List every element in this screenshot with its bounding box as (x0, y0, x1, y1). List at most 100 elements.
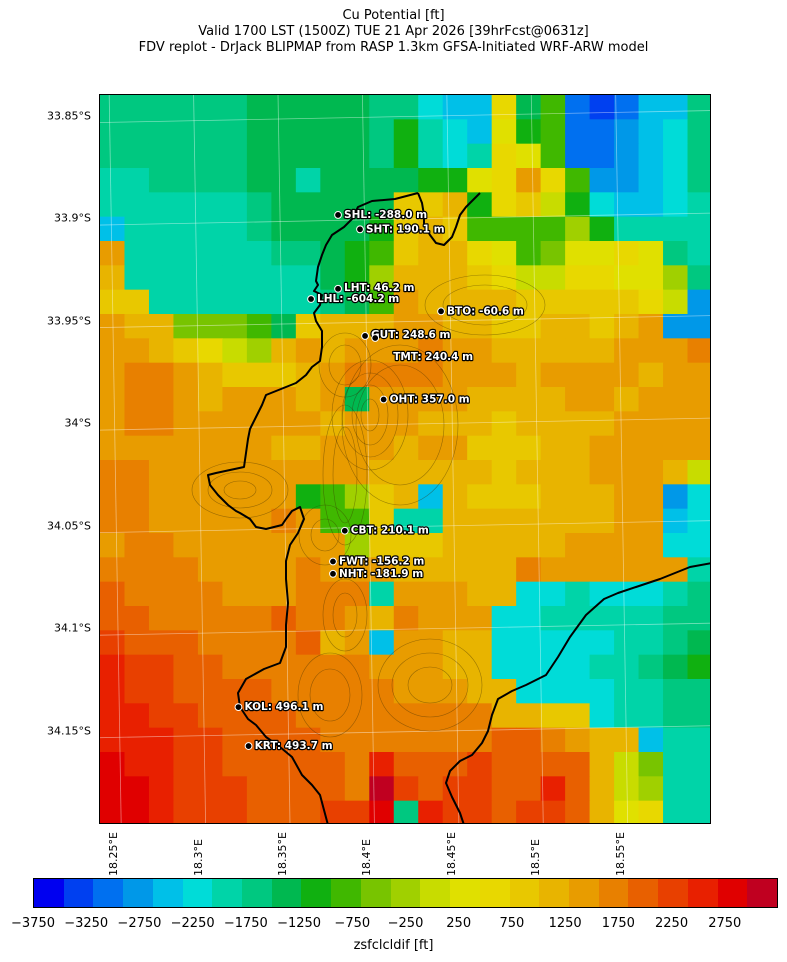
grid-cell (540, 362, 566, 388)
grid-cell (442, 192, 468, 218)
grid-cell (344, 241, 370, 266)
contour-line (351, 384, 389, 446)
grid-cell (589, 95, 615, 120)
grid-cell (222, 411, 248, 437)
grid-cell (418, 679, 444, 704)
grid-cell (418, 338, 444, 364)
grid-cell (442, 484, 468, 510)
grid-cell (295, 581, 321, 607)
grid-cell (197, 800, 223, 823)
grid-cell (100, 192, 126, 218)
latitude-gridline (100, 110, 710, 123)
grid-cell (344, 703, 370, 729)
grid-cell (565, 338, 591, 364)
grid-cell (271, 289, 297, 315)
grid-cell (222, 241, 248, 266)
colorbar-swatch (152, 879, 183, 907)
west-coastline (207, 192, 419, 823)
grid-cell (638, 192, 664, 218)
grid-cell (663, 703, 689, 729)
grid-cell (393, 435, 419, 461)
grid-cell (173, 119, 199, 145)
grid-cell (663, 606, 689, 631)
grid-cell (491, 192, 517, 218)
grid-cell (295, 435, 321, 461)
grid-cell (369, 484, 395, 510)
grid-cell (295, 752, 321, 777)
grid-cell (565, 776, 591, 802)
grid-cell (638, 241, 664, 266)
grid-cell (663, 314, 689, 339)
grid-cell (246, 143, 272, 169)
grid-cell (246, 460, 272, 485)
grid-cell (246, 752, 272, 777)
grid-cell (271, 533, 297, 558)
grid-cell (100, 168, 126, 193)
map-title: Cu Potential [ft] (342, 8, 445, 23)
grid-cell (442, 362, 468, 388)
grid-cell (393, 557, 419, 583)
grid-cell (197, 289, 223, 315)
grid-cell (124, 703, 150, 729)
grid-cell (418, 557, 444, 583)
contour-line (328, 344, 362, 386)
grid-cell (148, 338, 175, 364)
grid-cell (663, 435, 689, 461)
grid-cell (540, 606, 566, 631)
grid-cell (295, 630, 321, 656)
grid-cell (222, 119, 248, 145)
longitude-gridline (108, 95, 122, 823)
grid-cell (320, 460, 346, 485)
longitude-gridline (277, 95, 291, 823)
grid-cell (100, 703, 126, 729)
grid-cell (173, 727, 199, 753)
grid-cell (540, 460, 566, 485)
grid-cell (148, 484, 175, 510)
grid-cell (491, 411, 517, 437)
grid-cell (467, 508, 493, 534)
grid-cell (589, 800, 615, 823)
grid-cell (589, 630, 615, 656)
grid-cell (565, 192, 591, 218)
grid-cell (369, 679, 395, 704)
grid-cell (565, 314, 591, 339)
contour-line (331, 359, 409, 471)
grid-cell (516, 119, 542, 145)
grid-cell (638, 581, 664, 607)
grid-cell (589, 776, 615, 802)
grid-cell (197, 752, 223, 777)
grid-cell (589, 484, 615, 510)
grid-cell (638, 289, 664, 315)
grid-cell (197, 654, 223, 680)
grid-cell (271, 435, 297, 461)
grid-cell (467, 265, 493, 291)
grid-cell (197, 192, 223, 218)
grid-cell (663, 362, 689, 388)
grid-cell (344, 362, 370, 388)
grid-cell (173, 581, 199, 607)
grid-cell (271, 338, 297, 364)
grid-cell (222, 460, 248, 485)
grid-cell (344, 679, 370, 704)
grid-cell (295, 654, 321, 680)
grid-cell (540, 168, 566, 193)
grid-cell (100, 776, 126, 802)
grid-cell (222, 508, 248, 534)
grid-cell (148, 289, 175, 315)
grid-cell (687, 168, 710, 193)
colorbar-swatch (509, 879, 540, 907)
grid-cell (614, 703, 640, 729)
grid-cell (540, 314, 566, 339)
grid-cell (442, 703, 468, 729)
grid-cell (393, 216, 419, 242)
grid-cell (393, 168, 419, 193)
grid-cell (369, 654, 395, 680)
grid-cell (222, 606, 248, 631)
grid-cell (320, 752, 346, 777)
colorbar-tick-label: 2250 (655, 916, 689, 931)
station-label-lhl: LHL: -604.2 m (317, 293, 399, 305)
grid-cell (491, 362, 517, 388)
contour-line (322, 404, 368, 546)
grid-cell (197, 95, 223, 120)
grid-cell (320, 338, 346, 364)
